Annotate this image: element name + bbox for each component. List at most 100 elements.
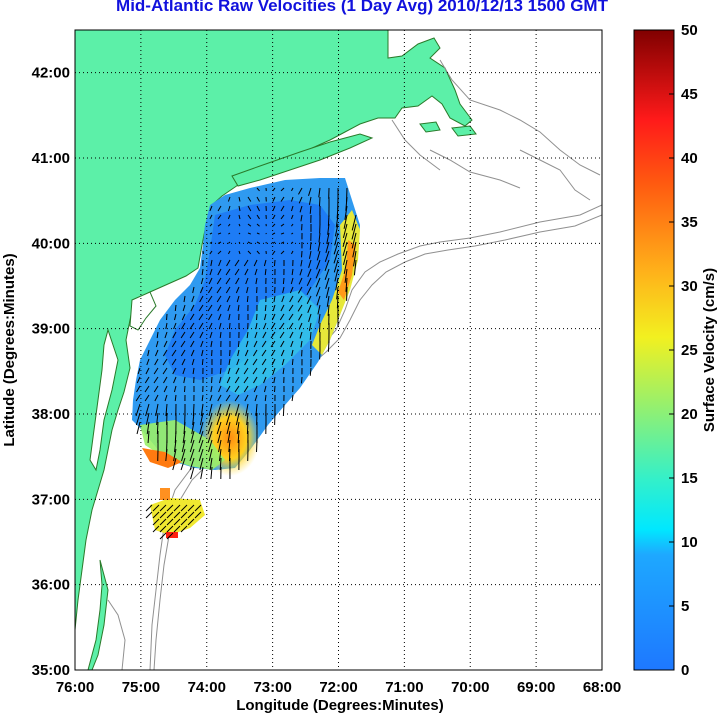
velocity-arrow: [165, 322, 168, 330]
velocity-arrow: [234, 268, 240, 276]
velocity-arrow: [225, 403, 231, 417]
x-tick-label: 69:00: [517, 679, 555, 696]
velocity-arrow: [280, 241, 285, 244]
velocity-arrow: [163, 376, 168, 384]
velocity-arrow: [173, 322, 177, 330]
velocity-arrow: [290, 214, 294, 220]
velocity-arrow: [252, 367, 258, 375]
velocity-arrow: [336, 205, 339, 219]
velocity-arrow: [236, 358, 240, 366]
velocity-arrow: [173, 448, 177, 462]
velocity-arrow: [256, 205, 260, 212]
velocity-arrow: [189, 439, 195, 453]
velocity-arrow: [234, 376, 240, 384]
southern-edge-hot: [142, 448, 182, 468]
velocity-arrow: [217, 304, 222, 312]
velocity-arrow: [216, 295, 222, 303]
velocity-arrow: [234, 259, 240, 267]
velocity-arrow: [228, 232, 231, 235]
velocity-arrow: [181, 439, 186, 453]
velocity-arrow: [263, 322, 267, 330]
velocity-arrow: [335, 214, 339, 228]
velocity-arrow: [290, 277, 294, 285]
velocity-arrow: [309, 367, 312, 376]
velocity-arrow: [237, 349, 240, 357]
velocity-arrow: [227, 430, 231, 444]
velocity-arrow: [336, 286, 339, 300]
velocity-arrow: [194, 504, 202, 512]
x-tick-label: 68:00: [583, 679, 621, 696]
velocity-arrow: [173, 525, 181, 533]
velocity-arrow: [271, 358, 276, 366]
velocity-arrow: [326, 232, 330, 244]
velocity-arrow: [152, 511, 160, 519]
velocity-arrow: [153, 367, 159, 375]
velocity-arrow: [174, 304, 177, 312]
velocity-arrow: [261, 349, 267, 357]
velocity-arrow: [207, 430, 213, 444]
velocity-arrow: [282, 286, 285, 294]
velocity-arrow: [166, 532, 174, 540]
velocity-arrow: [236, 421, 240, 435]
velocity-arrow: [318, 187, 321, 198]
velocity-arrow: [264, 394, 267, 402]
velocity-arrow: [324, 268, 330, 281]
velocity-arrow: [180, 525, 188, 533]
velocity-arrow: [247, 232, 252, 235]
velocity-arrow: [217, 214, 222, 220]
velocity-arrow: [280, 304, 285, 312]
velocity-arrow: [244, 358, 249, 366]
velocity-arrow: [243, 259, 249, 267]
velocity-arrow: [187, 511, 195, 519]
velocity-arrow: [238, 205, 241, 212]
southern-band: [140, 420, 225, 470]
velocity-arrow: [183, 385, 186, 393]
velocity-arrow: [171, 349, 177, 357]
velocity-arrow: [342, 232, 348, 247]
y-tick-label: 36:00: [32, 577, 70, 594]
velocity-arrow: [307, 304, 312, 314]
velocity-arrow: [238, 223, 241, 227]
velocity-arrow: [191, 421, 195, 435]
velocity-arrow: [145, 504, 153, 512]
velocity-arrow: [291, 223, 294, 227]
velocity-arrow: [225, 268, 231, 276]
velocity-arrow: [135, 394, 141, 402]
velocity-arrow: [217, 268, 222, 276]
velocity-arrow: [272, 196, 276, 202]
velocity-arrow: [237, 340, 240, 348]
velocity-arrow: [256, 223, 260, 227]
velocity-arrow: [345, 196, 348, 211]
velocity-arrow: [183, 421, 186, 435]
velocity-arrow: [144, 385, 150, 393]
velocity-arrow: [189, 331, 195, 339]
velocity-arrow: [147, 430, 150, 444]
velocity-arrow: [171, 358, 177, 366]
velocity-arrow: [342, 223, 348, 238]
velocity-arrow: [335, 277, 339, 291]
velocity-arrow: [219, 367, 222, 375]
velocity-arrow: [326, 295, 330, 307]
velocity-arrow: [280, 214, 285, 220]
velocity-arrow: [135, 412, 141, 426]
graticule: [75, 30, 602, 670]
velocity-arrow: [245, 403, 249, 417]
velocity-arrow: [256, 187, 260, 192]
velocity-arrow: [166, 525, 174, 533]
velocity-arrow: [200, 466, 204, 480]
cyan-band: [220, 290, 320, 395]
y-tick-label: 37:00: [32, 491, 70, 508]
colorbar-tick-label: 10: [681, 534, 698, 551]
velocity-arrow: [227, 214, 231, 220]
velocity-arrow: [145, 412, 150, 426]
plot-frame: [74, 29, 603, 671]
velocity-arrow: [183, 376, 186, 384]
velocity-arrow: [137, 367, 141, 375]
velocity-arrow: [218, 313, 222, 321]
velocity-arrow: [353, 259, 357, 276]
velocity-arrow: [300, 340, 303, 348]
velocity-arrow: [219, 331, 222, 339]
velocity-arrow: [198, 430, 204, 444]
velocity-arrow: [208, 322, 213, 330]
velocity-arrow: [218, 259, 222, 267]
